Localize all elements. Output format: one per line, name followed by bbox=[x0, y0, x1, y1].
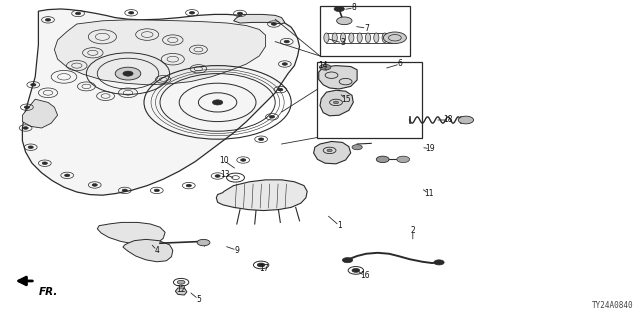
Text: 6: 6 bbox=[397, 60, 403, 68]
Circle shape bbox=[278, 88, 283, 91]
Text: 15: 15 bbox=[340, 95, 351, 104]
Polygon shape bbox=[22, 9, 300, 195]
Circle shape bbox=[177, 280, 185, 284]
Circle shape bbox=[352, 268, 360, 272]
Text: 2: 2 bbox=[410, 226, 415, 235]
Polygon shape bbox=[216, 180, 307, 211]
Text: TY24A0840: TY24A0840 bbox=[592, 301, 634, 310]
Circle shape bbox=[197, 239, 210, 246]
Ellipse shape bbox=[382, 33, 387, 43]
Ellipse shape bbox=[332, 33, 337, 43]
Polygon shape bbox=[234, 14, 285, 24]
Text: 14: 14 bbox=[318, 61, 328, 70]
Polygon shape bbox=[54, 20, 266, 85]
Circle shape bbox=[397, 156, 410, 163]
Circle shape bbox=[42, 162, 47, 164]
Circle shape bbox=[189, 12, 195, 14]
Text: 13: 13 bbox=[220, 170, 230, 179]
Ellipse shape bbox=[324, 33, 329, 43]
Circle shape bbox=[31, 84, 36, 86]
Text: 5: 5 bbox=[196, 295, 201, 304]
Circle shape bbox=[237, 12, 243, 15]
Circle shape bbox=[376, 156, 389, 163]
Circle shape bbox=[123, 71, 133, 76]
Bar bbox=[320, 6, 410, 56]
Circle shape bbox=[24, 106, 29, 108]
Polygon shape bbox=[22, 99, 58, 128]
Circle shape bbox=[154, 189, 159, 192]
Text: 4: 4 bbox=[154, 246, 159, 255]
Ellipse shape bbox=[349, 33, 354, 43]
Text: 17: 17 bbox=[259, 264, 269, 273]
Ellipse shape bbox=[374, 33, 379, 43]
Circle shape bbox=[352, 145, 362, 150]
Bar bbox=[317, 62, 422, 138]
Circle shape bbox=[383, 32, 406, 44]
Circle shape bbox=[215, 175, 220, 177]
Text: 9: 9 bbox=[234, 246, 239, 255]
Circle shape bbox=[241, 159, 246, 161]
Ellipse shape bbox=[357, 33, 362, 43]
Circle shape bbox=[337, 17, 352, 25]
Polygon shape bbox=[314, 141, 351, 164]
Polygon shape bbox=[175, 288, 187, 295]
Circle shape bbox=[45, 19, 51, 21]
Circle shape bbox=[257, 263, 265, 267]
Circle shape bbox=[327, 149, 332, 152]
Text: 1: 1 bbox=[337, 221, 342, 230]
Circle shape bbox=[269, 116, 275, 118]
Text: 7: 7 bbox=[364, 24, 369, 33]
Ellipse shape bbox=[340, 33, 346, 43]
Circle shape bbox=[319, 64, 331, 70]
Text: 8: 8 bbox=[351, 4, 356, 12]
Circle shape bbox=[458, 116, 474, 124]
Circle shape bbox=[434, 260, 444, 265]
Circle shape bbox=[334, 6, 344, 12]
Polygon shape bbox=[97, 222, 165, 245]
Circle shape bbox=[129, 12, 134, 14]
Text: 18: 18 bbox=[444, 116, 452, 124]
Text: FR.: FR. bbox=[38, 287, 58, 297]
Circle shape bbox=[122, 189, 127, 192]
Text: 11: 11 bbox=[424, 189, 433, 198]
Circle shape bbox=[28, 146, 33, 148]
Circle shape bbox=[115, 67, 141, 80]
Circle shape bbox=[92, 184, 97, 186]
Circle shape bbox=[65, 174, 70, 177]
Polygon shape bbox=[320, 90, 353, 116]
Circle shape bbox=[212, 100, 223, 105]
Circle shape bbox=[284, 40, 289, 43]
Text: 16: 16 bbox=[360, 271, 370, 280]
Ellipse shape bbox=[365, 33, 371, 43]
Circle shape bbox=[342, 258, 353, 263]
Text: 10: 10 bbox=[219, 156, 229, 165]
Circle shape bbox=[76, 12, 81, 15]
Circle shape bbox=[23, 127, 28, 129]
Text: 3: 3 bbox=[340, 38, 345, 47]
Text: 19: 19 bbox=[425, 144, 435, 153]
Circle shape bbox=[282, 63, 287, 65]
Circle shape bbox=[186, 184, 191, 187]
Polygon shape bbox=[123, 239, 173, 262]
Circle shape bbox=[333, 101, 339, 104]
Circle shape bbox=[259, 138, 264, 140]
Text: 12: 12 bbox=[177, 285, 186, 294]
Polygon shape bbox=[319, 66, 357, 89]
Circle shape bbox=[271, 23, 276, 25]
